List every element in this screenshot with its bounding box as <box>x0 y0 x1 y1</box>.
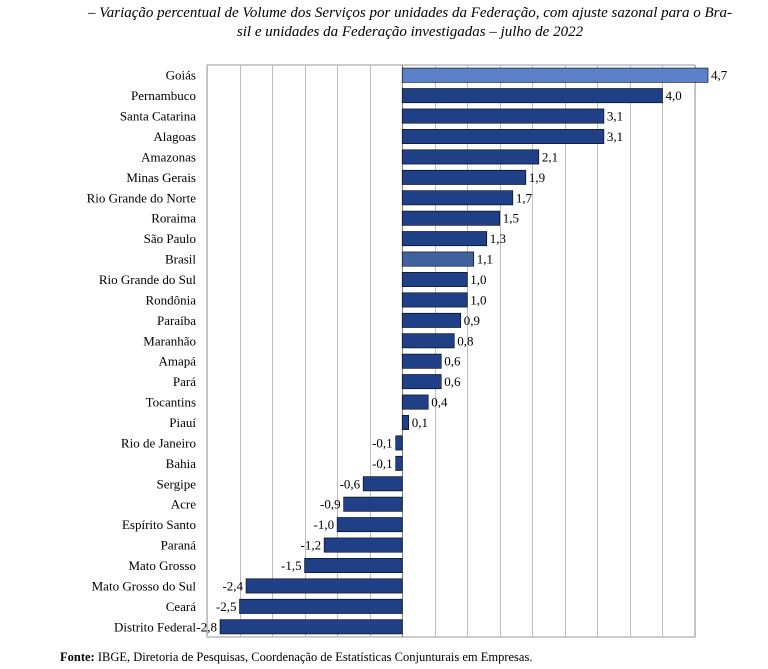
category-label: Rondônia <box>145 292 196 307</box>
category-label: Santa Catarina <box>120 109 196 124</box>
category-label: Paraná <box>161 538 197 553</box>
data-label: 0,6 <box>444 374 461 389</box>
bar <box>401 251 475 267</box>
data-label: -2,8 <box>196 619 217 634</box>
bar <box>401 190 514 206</box>
data-label: -1,0 <box>314 517 335 532</box>
category-label: Rio Grande do Norte <box>87 190 197 205</box>
data-label: -0,9 <box>320 497 341 512</box>
source-label: Fonte: <box>60 650 95 664</box>
bar <box>343 496 403 512</box>
data-label: 3,1 <box>607 109 623 124</box>
bar <box>401 67 709 83</box>
category-label: São Paulo <box>144 231 196 246</box>
source-text: IBGE, Diretoria de Pesquisas, Coordenaçã… <box>94 650 533 664</box>
category-label: Sergipe <box>157 476 197 491</box>
bar <box>401 353 442 369</box>
data-label: 1,3 <box>490 231 506 246</box>
data-label: 1,9 <box>529 170 545 185</box>
bar <box>219 619 403 635</box>
category-labels: Goiás Pernambuco Santa Catarina Alagoas Amaz… <box>87 68 197 635</box>
category-label: Ceará <box>166 599 197 614</box>
bar <box>401 149 540 165</box>
category-label: Rio de Janeiro <box>121 435 196 450</box>
category-label: Mato Grosso do Sul <box>92 578 197 593</box>
chart-title-line-2: sil e unidades da Federação investigadas… <box>236 24 584 40</box>
data-label: 0,8 <box>457 333 473 348</box>
bar <box>401 169 527 185</box>
data-label: 1,7 <box>516 190 533 205</box>
bar <box>401 312 462 328</box>
category-label: Minas Gerais <box>126 170 196 185</box>
data-label: -2,5 <box>216 599 237 614</box>
category-label: Goiás <box>166 68 196 83</box>
data-label: 0,1 <box>412 415 428 430</box>
chart-title: – Variação percentual de Volume dos Serv… <box>60 4 760 42</box>
chart-title-line-1: – Variação percentual de Volume dos Serv… <box>88 5 732 21</box>
bar <box>401 210 501 226</box>
data-label: 4,0 <box>665 88 681 103</box>
bar <box>401 88 663 104</box>
source-note: Fonte: IBGE, Diretoria de Pesquisas, Coo… <box>60 650 532 665</box>
data-label: -1,2 <box>301 538 322 553</box>
category-label: Roraima <box>151 211 196 226</box>
bar <box>401 108 605 124</box>
bar <box>401 415 410 430</box>
data-label: -2,4 <box>222 578 243 593</box>
category-label: Mato Grosso <box>128 558 196 573</box>
bar <box>323 537 403 553</box>
category-label: Rio Grande do Sul <box>99 272 197 287</box>
category-label: Piauí <box>169 415 196 430</box>
bar <box>401 374 442 390</box>
category-label: Tocantins <box>146 395 196 410</box>
bar <box>395 455 403 471</box>
category-label: Espírito Santo <box>122 517 196 532</box>
category-label: Pará <box>173 374 196 389</box>
data-label: 1,1 <box>477 252 493 267</box>
bar <box>401 272 468 287</box>
bar <box>336 517 403 533</box>
bar <box>401 292 468 308</box>
data-label: 2,1 <box>542 149 558 164</box>
bar <box>304 558 403 573</box>
bar <box>401 129 605 144</box>
data-label: 3,1 <box>607 129 623 144</box>
category-label: Alagoas <box>153 129 196 144</box>
category-label: Acre <box>171 497 196 512</box>
data-label: 1,5 <box>503 211 519 226</box>
data-labels: 4,7 4,0 3,1 3,1 2,1 1,9 1,7 1,5 1,3 1,1 1,0 1,0 0,9 0… <box>196 68 727 635</box>
bar <box>401 333 455 349</box>
bar <box>401 394 429 410</box>
data-label: 1,0 <box>470 292 486 307</box>
category-label: Amazonas <box>141 149 196 164</box>
data-label: 1,0 <box>470 272 486 287</box>
category-label: Amapá <box>158 354 196 369</box>
category-label: Bahia <box>166 456 197 471</box>
bar <box>401 231 488 247</box>
category-label: Pernambuco <box>131 88 196 103</box>
data-label: -0,1 <box>372 435 393 450</box>
category-label: Paraíba <box>157 313 196 328</box>
bar <box>245 578 403 594</box>
bar <box>239 598 403 614</box>
category-label: Distrito Federal <box>114 619 196 634</box>
data-label: 4,7 <box>711 68 728 83</box>
data-label: -1,5 <box>281 558 302 573</box>
bar <box>395 435 403 451</box>
bars <box>219 67 709 635</box>
data-label: -0,1 <box>372 456 393 471</box>
category-label: Maranhão <box>143 333 196 348</box>
data-label: -0,6 <box>340 476 361 491</box>
data-label: 0,4 <box>431 395 448 410</box>
data-label: 0,6 <box>444 354 461 369</box>
category-label: Brasil <box>165 252 196 267</box>
data-label: 0,9 <box>464 313 480 328</box>
bar <box>362 476 403 492</box>
